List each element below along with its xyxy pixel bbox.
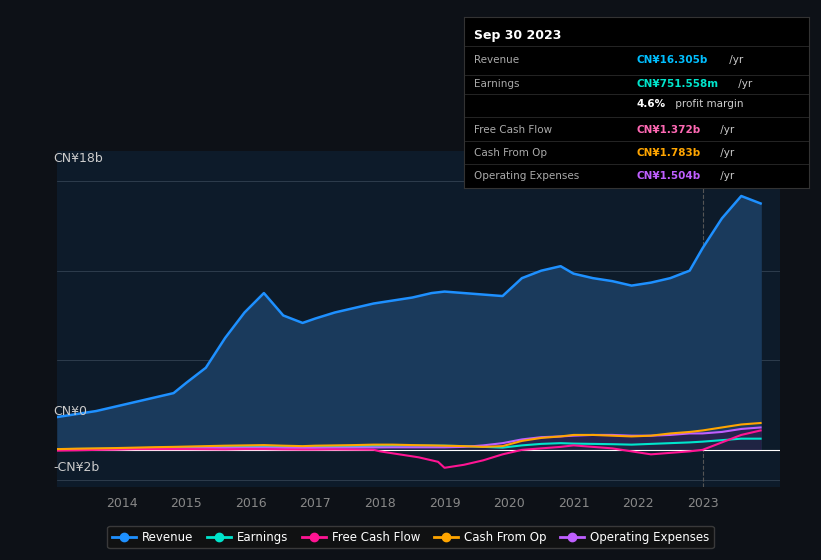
Text: CN¥0: CN¥0 — [53, 405, 87, 418]
Text: Free Cash Flow: Free Cash Flow — [475, 124, 553, 134]
Text: CN¥1.372b: CN¥1.372b — [636, 124, 700, 134]
Text: -CN¥2b: -CN¥2b — [53, 461, 99, 474]
Text: /yr: /yr — [726, 55, 743, 66]
Text: CN¥1.783b: CN¥1.783b — [636, 148, 700, 157]
Text: 4.6%: 4.6% — [636, 99, 665, 109]
Text: CN¥18b: CN¥18b — [53, 152, 103, 165]
Legend: Revenue, Earnings, Free Cash Flow, Cash From Op, Operating Expenses: Revenue, Earnings, Free Cash Flow, Cash … — [108, 526, 713, 548]
Text: CN¥751.558m: CN¥751.558m — [636, 80, 718, 89]
Text: /yr: /yr — [717, 148, 734, 157]
Text: Sep 30 2023: Sep 30 2023 — [475, 29, 562, 42]
Text: /yr: /yr — [735, 80, 752, 89]
Text: /yr: /yr — [717, 171, 734, 181]
Text: /yr: /yr — [717, 124, 734, 134]
Text: Earnings: Earnings — [475, 80, 520, 89]
Text: Cash From Op: Cash From Op — [475, 148, 548, 157]
Text: profit margin: profit margin — [672, 99, 744, 109]
Text: Operating Expenses: Operating Expenses — [475, 171, 580, 181]
Text: CN¥1.504b: CN¥1.504b — [636, 171, 700, 181]
Text: Revenue: Revenue — [475, 55, 520, 66]
Text: CN¥16.305b: CN¥16.305b — [636, 55, 708, 66]
